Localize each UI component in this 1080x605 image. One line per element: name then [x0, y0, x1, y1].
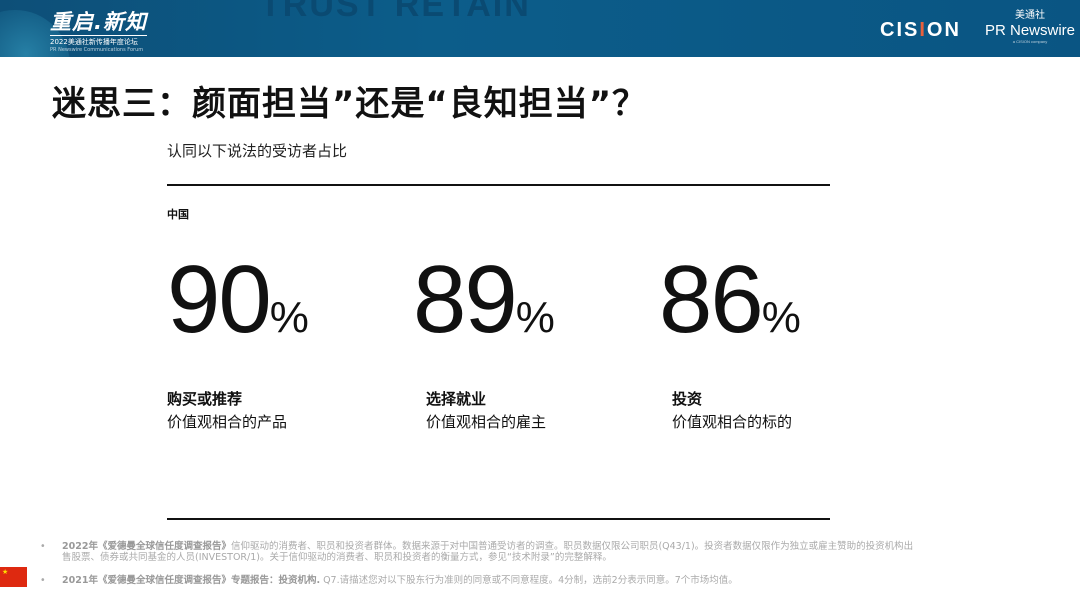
prn-tag: a CISION company [1012, 39, 1048, 44]
footnote-source: 2021年《爱德曼全球信任度调查报告》专题报告：投资机构. [62, 575, 321, 586]
forum-title: 重启.新知 [50, 10, 147, 36]
stat-value: 90 [167, 246, 272, 353]
stat-unit: % [761, 293, 801, 342]
forum-english: PR Newswire Communications Forum [50, 47, 144, 53]
footnote-source: 2022年《爱德曼全球信任度调查报告》 [62, 541, 231, 552]
footnote: 2021年《爱德曼全球信任度调查报告》专题报告：投资机构. Q7.请描述您对以下… [40, 575, 920, 586]
slide-title: 迷思三：颜面担当”还是“良知担当”？ [52, 84, 648, 124]
stat-desc: 价值观相合的产品 [167, 413, 288, 431]
slide-subtitle: 认同以下说法的受访者占比 [167, 142, 348, 160]
stat-label: 投资 [672, 390, 703, 408]
forum-logo: 重启.新知 2022美通社新传播年度论坛 PR Newswire Communi… [50, 10, 147, 54]
header-watermark: TRUST RETAIN [260, 0, 531, 24]
stat-label: 购买或推荐 [167, 390, 243, 408]
stat-3-label: 投资价值观相合的标的 [672, 388, 792, 434]
stat-unit: % [269, 293, 309, 342]
header-banner: TRUST RETAIN 重启.新知 2022美通社新传播年度论坛 PR New… [0, 0, 1080, 57]
stat-unit: % [515, 293, 555, 342]
stat-value: 89 [413, 246, 518, 353]
pr-newswire-logo: 美通社 PR Newswire a CISION company [985, 10, 1075, 45]
footnotes: 2022年《爱德曼全球信任度调查报告》信仰驱动的消费者、职员和投资者群体。数据来… [40, 541, 920, 598]
top-divider [167, 184, 830, 186]
footnote-text: Q7.请描述您对以下股东行为准则的同意或不同意程度。4分制，选前2分表示同意。7… [320, 575, 738, 586]
footnote: 2022年《爱德曼全球信任度调查报告》信仰驱动的消费者、职员和投资者群体。数据来… [40, 541, 920, 563]
stat-label: 选择就业 [426, 390, 487, 408]
prn-cn: 美通社 [1015, 10, 1045, 21]
stat-1-label: 购买或推荐价值观相合的产品 [167, 388, 287, 434]
bottom-divider [167, 518, 830, 520]
stat-2-label: 选择就业价值观相合的雇主 [426, 388, 546, 434]
footnote-text: 信仰驱动的消费者、职员和投资者群体。数据来源于对中国普通受访者的调查。职员数据仅… [62, 541, 914, 563]
china-flag-icon [0, 567, 27, 587]
stat-desc: 价值观相合的标的 [672, 413, 793, 431]
forum-subtitle: 2022美通社新传播年度论坛 [50, 38, 138, 46]
stat-desc: 价值观相合的雇主 [426, 413, 547, 431]
prn-en: PR Newswire [985, 22, 1076, 39]
stat-value: 86 [659, 246, 764, 353]
region-label: 中国 [167, 208, 189, 221]
stat-3: 86% [659, 245, 801, 355]
stat-2: 89% [413, 245, 555, 355]
stat-1: 90% [167, 245, 309, 355]
cision-logo: CISION [880, 19, 961, 41]
